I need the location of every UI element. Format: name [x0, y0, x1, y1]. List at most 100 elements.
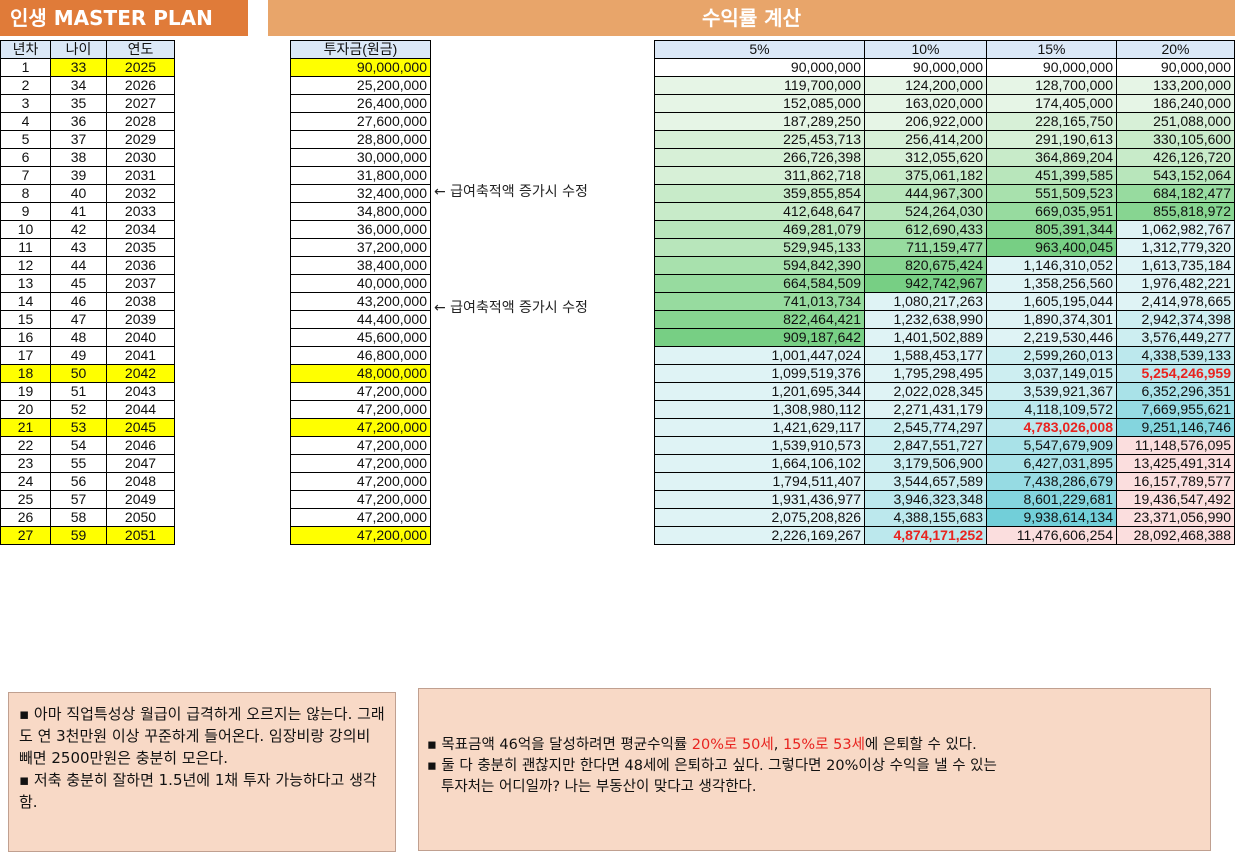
cell-investment: 38,400,000 — [290, 256, 431, 275]
cell-investment: 31,800,000 — [290, 166, 431, 185]
cell-return: 13,425,491,314 — [1116, 454, 1235, 473]
cell-return: 9,251,146,746 — [1116, 418, 1235, 437]
cell-return: 529,945,133 — [654, 238, 865, 257]
cell-return: 225,453,713 — [654, 130, 865, 149]
note-line: ▪ 둘 다 충분히 괜찮지만 한다면 48세에 은퇴하고 싶다. 그렇다면 20… — [427, 758, 997, 774]
cell-investment: 44,400,000 — [290, 310, 431, 329]
column-header: 년차 — [0, 40, 51, 59]
cell-year: 2050 — [106, 508, 175, 527]
cell-return: 822,464,421 — [654, 310, 865, 329]
cell-return: 1,099,519,376 — [654, 364, 865, 383]
table-row: 359,855,854 444,967,300 551,509,523 684,182… — [654, 184, 1235, 203]
cell-return: 3,946,323,348 — [864, 490, 987, 509]
cell-return: 7,438,286,679 — [986, 472, 1117, 491]
cell-age: 59 — [50, 526, 107, 545]
cell-return: 4,388,155,683 — [864, 508, 987, 527]
table-row: 1,539,910,573 2,847,551,727 5,547,679,909 1… — [654, 436, 1235, 455]
cell-year: 2026 — [106, 76, 175, 95]
cell-return: 2,075,208,826 — [654, 508, 865, 527]
table-row: 7 39 2031 — [0, 166, 175, 185]
cell-age: 36 — [50, 112, 107, 131]
cell-year: 2042 — [106, 364, 175, 383]
cell-n: 25 — [0, 490, 51, 509]
column-header: 연도 — [106, 40, 175, 59]
cell-return: 128,700,000 — [986, 76, 1117, 95]
cell-age: 58 — [50, 508, 107, 527]
column-header: 나이 — [50, 40, 107, 59]
cell-return: 6,352,296,351 — [1116, 382, 1235, 401]
cell-return: 942,742,967 — [864, 274, 987, 293]
cell-n: 1 — [0, 58, 51, 77]
cell-return: 741,013,734 — [654, 292, 865, 311]
cell-return: 1,062,982,767 — [1116, 220, 1235, 239]
cell-investment: 26,400,000 — [290, 94, 431, 113]
note-highlight: 20%로 50세 — [691, 737, 774, 753]
table-row: 1,931,436,977 3,946,323,348 8,601,229,681 1… — [654, 490, 1235, 509]
table-row: 45,600,000 — [290, 328, 431, 347]
table-row: 12 44 2036 — [0, 256, 175, 275]
cell-n: 11 — [0, 238, 51, 257]
table-row: 27,600,000 — [290, 112, 431, 131]
cell-age: 42 — [50, 220, 107, 239]
table-row: 47,200,000 — [290, 418, 431, 437]
cell-n: 19 — [0, 382, 51, 401]
cell-investment: 47,200,000 — [290, 508, 431, 527]
table-row: 822,464,421 1,232,638,990 1,890,374,301 2,9… — [654, 310, 1235, 329]
cell-return: 2,022,028,345 — [864, 382, 987, 401]
table-row: 152,085,000 163,020,000 174,405,000 186,240… — [654, 94, 1235, 113]
cell-n: 26 — [0, 508, 51, 527]
table-row: 37,200,000 — [290, 238, 431, 257]
table-row: 47,200,000 — [290, 472, 431, 491]
cell-return: 1,001,447,024 — [654, 346, 865, 365]
table-row: 21 53 2045 — [0, 418, 175, 437]
cell-return: 187,289,250 — [654, 112, 865, 131]
cell-investment: 36,000,000 — [290, 220, 431, 239]
cell-n: 2 — [0, 76, 51, 95]
cell-return: 1,931,436,977 — [654, 490, 865, 509]
cell-n: 13 — [0, 274, 51, 293]
table-row: 30,000,000 — [290, 148, 431, 167]
cell-investment: 25,200,000 — [290, 76, 431, 95]
table-row: 26,400,000 — [290, 94, 431, 113]
cell-return: 551,509,523 — [986, 184, 1117, 203]
cell-return: 266,726,398 — [654, 148, 865, 167]
note-text: 에 은퇴할 수 있다. — [864, 737, 977, 753]
cell-return: 7,669,955,621 — [1116, 400, 1235, 419]
notes-box-right: ▪ 목표금액 46억을 달성하려면 평균수익률 20%로 50세, 15%로 5… — [418, 688, 1211, 851]
table-row: 28,800,000 — [290, 130, 431, 149]
cell-return: 152,085,000 — [654, 94, 865, 113]
cell-return: 4,118,109,572 — [986, 400, 1117, 419]
cell-investment: 40,000,000 — [290, 274, 431, 293]
table-row: 90,000,000 90,000,000 90,000,000 90,000,000 — [654, 58, 1235, 77]
cell-return: 330,105,600 — [1116, 130, 1235, 149]
cell-age: 45 — [50, 274, 107, 293]
cell-return: 6,427,031,895 — [986, 454, 1117, 473]
table-row: 19 51 2043 — [0, 382, 175, 401]
cell-return: 311,862,718 — [654, 166, 865, 185]
table-row: 1,794,511,407 3,544,657,589 7,438,286,679 1… — [654, 472, 1235, 491]
table-row: 20 52 2044 — [0, 400, 175, 419]
cell-age: 49 — [50, 346, 107, 365]
note-text: ▪ 목표금액 46억을 달성하려면 평균수익률 — [427, 737, 692, 753]
cell-n: 12 — [0, 256, 51, 275]
section-title: 수익률 계산 — [268, 0, 1235, 36]
cell-year: 2045 — [106, 418, 175, 437]
table-row: 311,862,718 375,061,182 451,399,585 543,152… — [654, 166, 1235, 185]
cell-return: 186,240,000 — [1116, 94, 1235, 113]
cell-return: 2,226,169,267 — [654, 526, 865, 545]
table-row: 43,200,000 — [290, 292, 431, 311]
cell-age: 35 — [50, 94, 107, 113]
cell-return: 412,648,647 — [654, 202, 865, 221]
note-highlight: 15%로 53세 — [782, 737, 865, 753]
table-row: 22 54 2046 — [0, 436, 175, 455]
cell-investment: 37,200,000 — [290, 238, 431, 257]
cell-return: 2,599,260,013 — [986, 346, 1117, 365]
cell-age: 53 — [50, 418, 107, 437]
note-paragraph: ▪ 아마 직업특성상 월급이 급격하게 오르지는 않는다. 그래도 연 3천만원… — [19, 705, 385, 767]
cell-age: 44 — [50, 256, 107, 275]
table-row: 25 57 2049 — [0, 490, 175, 509]
cell-return: 2,942,374,398 — [1116, 310, 1235, 329]
cell-return: 375,061,182 — [864, 166, 987, 185]
cell-return: 359,855,854 — [654, 184, 865, 203]
cell-return: 28,092,468,388 — [1116, 526, 1235, 545]
